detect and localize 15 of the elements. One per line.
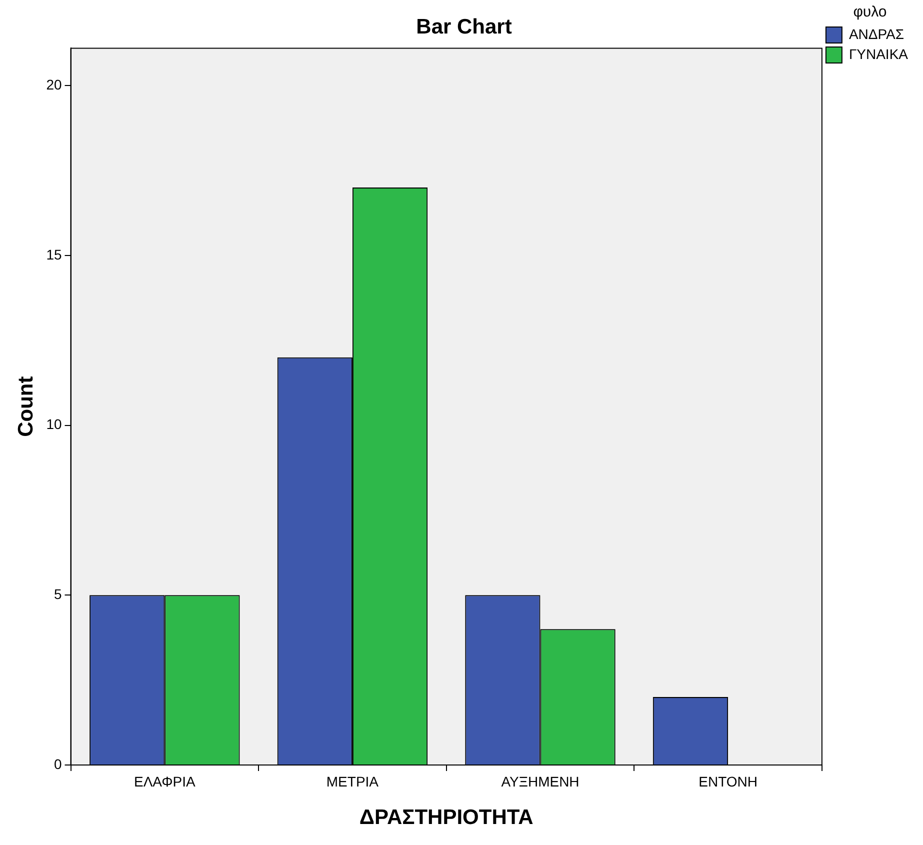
x-tick-label: ΑΥΞΗΜΕΝΗ	[501, 773, 580, 790]
legend-title: φυλο	[853, 4, 887, 21]
y-tick-label: 0	[54, 756, 62, 772]
x-tick-label: ΕΛΑΦΡΙΑ	[134, 773, 196, 790]
y-tick-label: 5	[54, 586, 62, 602]
chart-title: Bar Chart	[416, 15, 512, 38]
y-tick-label: 15	[46, 246, 62, 262]
x-axis-title: ΔΡΑΣΤΗΡΙΟΤΗΤΑ	[359, 806, 534, 830]
y-tick-label: 20	[46, 76, 62, 92]
y-tick-label: 10	[46, 416, 62, 432]
x-tick-label: ΕΝΤΟΝΗ	[698, 773, 758, 790]
y-axis-title: Count	[14, 376, 38, 437]
legend-label: ΓΥΝΑΙΚΑ	[848, 46, 909, 62]
legend-label: ΑΝΔΡΑΣ	[848, 26, 904, 42]
x-tick-label: ΜΕΤΡΙΑ	[326, 773, 380, 790]
